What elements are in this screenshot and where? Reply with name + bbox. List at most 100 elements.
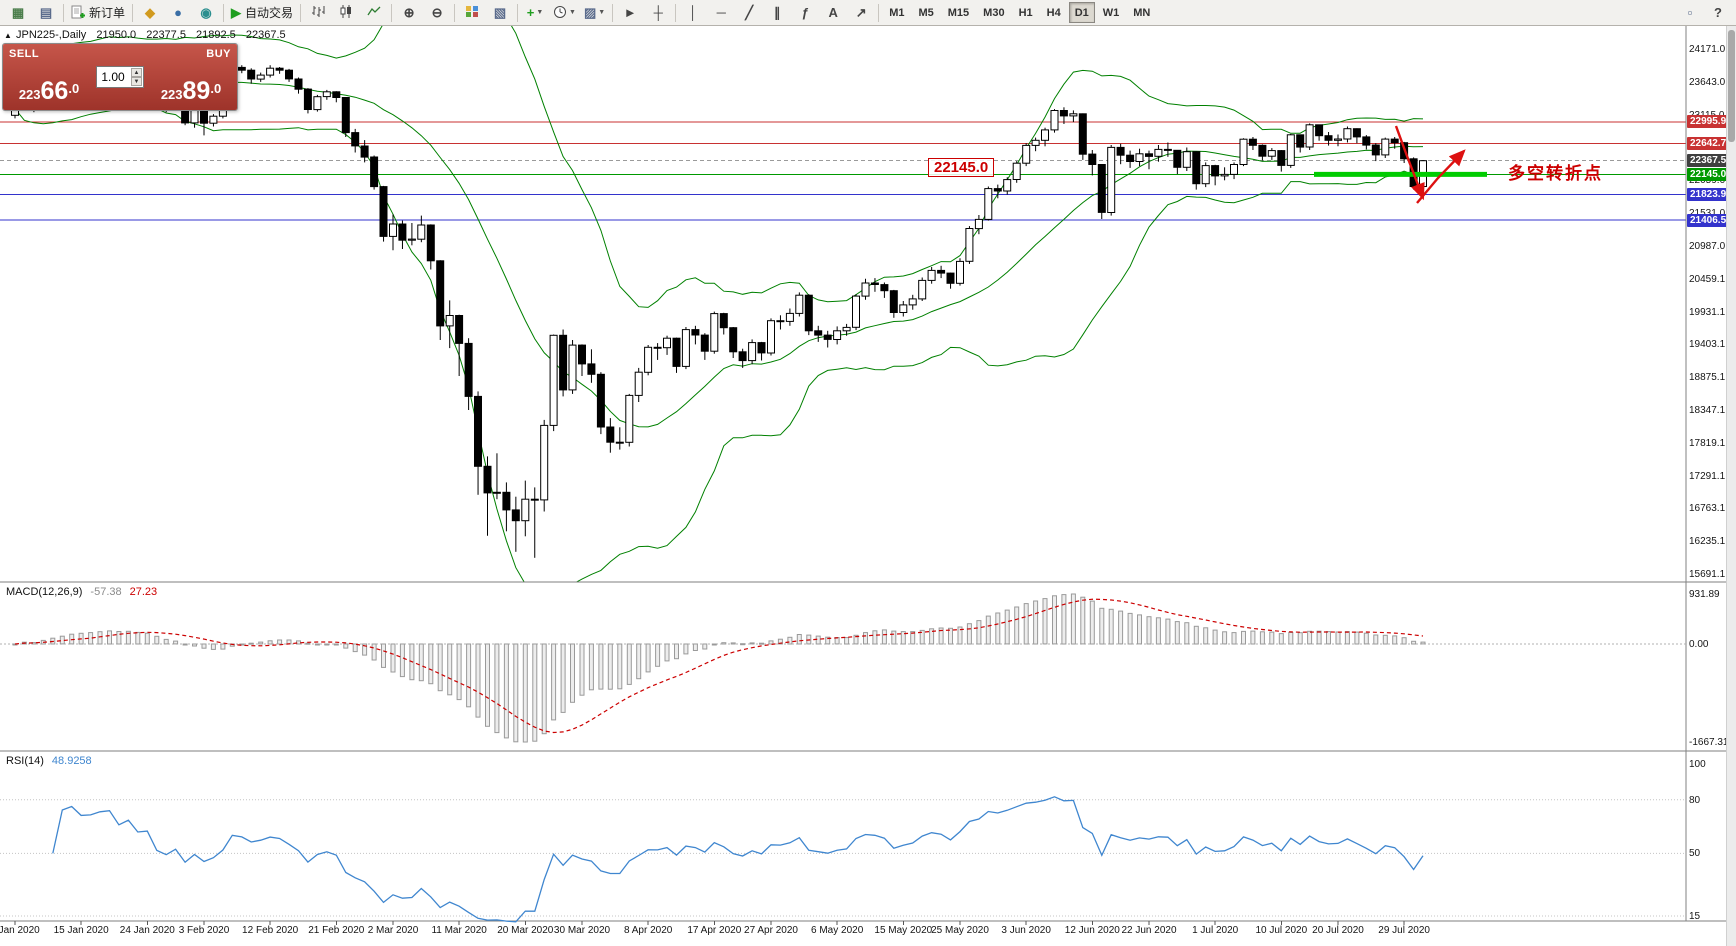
volume-down-icon[interactable]: ▼	[131, 77, 142, 86]
cascade-windows-button[interactable]: ▧	[486, 2, 514, 24]
ohlc-high: 22377.5	[146, 29, 186, 41]
navigator-button[interactable]: ◉	[192, 2, 220, 24]
sell-button[interactable]: SELL 22366.0	[3, 44, 95, 110]
rsi-axis-tick: 50	[1689, 848, 1701, 860]
toolbar-separator	[223, 3, 225, 22]
volume-spinner: ▲ ▼	[131, 68, 142, 86]
timeframe-m5-button[interactable]: M5	[918, 6, 934, 19]
rsi-name: RSI(14)	[6, 755, 44, 767]
chart-shift-button[interactable]: ▫	[1676, 2, 1704, 24]
date-axis-tick: 3 Jun 2020	[1001, 925, 1051, 936]
cursor-tool-button[interactable]: ►	[616, 2, 644, 24]
trend-arrow-1[interactable]	[1394, 125, 1425, 201]
circle-blue-icon: ●	[174, 5, 182, 20]
ohlc-open: 21950.0	[96, 29, 137, 41]
zoom-out-icon: ⊖	[431, 5, 443, 20]
zoom-out-button[interactable]: ⊖	[423, 2, 451, 24]
timeframe-h1-button[interactable]: H1	[1018, 6, 1033, 19]
candles-icon	[339, 5, 353, 20]
date-axis-tick: 6 Jan 2020	[0, 925, 40, 936]
price-axis-tick: 17819.1	[1689, 437, 1726, 449]
buy-button[interactable]: BUY 22389.0	[145, 44, 237, 110]
indicator-icon: +	[526, 5, 535, 20]
text-icon: A	[828, 5, 838, 20]
scrollbar-thumb[interactable]	[1728, 30, 1735, 142]
channel-tool-button[interactable]: ∥	[763, 2, 791, 24]
rsi-axis-tick: 80	[1689, 794, 1701, 806]
price-axis-tick: 21531.0	[1689, 208, 1725, 219]
line-chart-mode-button[interactable]	[360, 2, 388, 24]
price-axis-tick: 15691.1	[1689, 569, 1726, 580]
timeframe-m30-button[interactable]: M30	[983, 6, 1005, 19]
one-click-trade-panel: SELL 22366.0 ▲ ▼ BUY 22389.0	[2, 43, 238, 111]
trade-panel-collapse-icon[interactable]: ▲	[4, 31, 12, 40]
crosshair-tool-button[interactable]: ┼	[644, 2, 672, 24]
periods-button[interactable]: ▼	[549, 2, 580, 24]
turning-point-label[interactable]: 多空转折点	[1508, 164, 1603, 183]
rsi-axis-tick: 15	[1689, 911, 1701, 922]
candle-chart-mode-button[interactable]	[332, 2, 360, 24]
symbol-timeframe-label: JPN225-,Daily	[16, 29, 87, 41]
timeframe-d1-button[interactable]: D1	[1068, 2, 1095, 23]
market-watch-button[interactable]: ◆	[136, 2, 164, 24]
vertical-scrollbar[interactable]	[1726, 26, 1736, 946]
play-green-icon: ▶	[231, 5, 242, 20]
macd-axis-tick: 0.00	[1689, 638, 1709, 650]
toolbar-separator	[612, 3, 614, 22]
date-axis-tick: 6 May 2020	[811, 925, 864, 936]
volume-box: ▲ ▼	[96, 66, 144, 88]
timeframe-w1-button[interactable]: W1	[1102, 6, 1120, 19]
macd-main-value: -57.38	[90, 586, 122, 598]
horizontal-line-tool-button[interactable]: ─	[707, 2, 735, 24]
trendline-tool-button[interactable]: ╱	[735, 2, 763, 24]
zoom-in-icon: ⊕	[403, 5, 415, 20]
chevron-down-icon: ▼	[536, 9, 544, 16]
diamond-gold-icon: ◆	[145, 5, 156, 20]
fibonacci-tool-button[interactable]: ƒ	[791, 2, 819, 24]
bar-chart-mode-button[interactable]	[304, 2, 332, 24]
price-axis-tick: 19931.1	[1689, 306, 1726, 318]
volume-input[interactable]	[97, 70, 129, 84]
new-order-button[interactable]: 新订单	[67, 2, 129, 24]
arrow-tool-button[interactable]: ↗	[847, 2, 875, 24]
date-axis-tick: 15 May 2020	[874, 925, 933, 936]
toolbar-separator	[517, 3, 519, 22]
clock-icon	[553, 5, 567, 21]
volume-up-icon[interactable]: ▲	[131, 68, 142, 77]
help-button[interactable]: ?	[1704, 2, 1732, 24]
vertical-line-tool-button[interactable]: │	[679, 2, 707, 24]
sell-label: SELL	[9, 48, 40, 60]
timeframe-h4-button[interactable]: H4	[1046, 6, 1061, 19]
date-axis-tick: 10 Jul 2020	[1255, 925, 1308, 936]
date-axis-tick: 17 Apr 2020	[687, 925, 742, 936]
tile-windows-button[interactable]	[458, 2, 486, 24]
indicators-button[interactable]: + ▼	[521, 2, 549, 24]
macd-name: MACD(12,26,9)	[6, 586, 83, 598]
price-callout-label[interactable]: 22145.0	[928, 158, 995, 177]
price-axis-tick: 20987.0	[1689, 240, 1726, 252]
cursor-icon: ►	[623, 5, 637, 20]
timeframe-m15-button[interactable]: M15	[947, 6, 970, 19]
new-chart-button[interactable]: ▦	[4, 2, 32, 24]
text-tool-button[interactable]: A	[819, 2, 847, 24]
date-axis-tick: 25 May 2020	[931, 925, 989, 936]
date-axis-tick: 22 Jun 2020	[1121, 925, 1177, 936]
macd-axis-tick: 931.89	[1689, 589, 1720, 600]
timeframe-m1-button[interactable]: M1	[889, 6, 905, 19]
timeframe-mn-button[interactable]: MN	[1133, 6, 1151, 19]
price-tag-21406.5: 21406.5	[1687, 213, 1730, 227]
profiles-button[interactable]: ▤	[32, 2, 60, 24]
trend-arrow-2[interactable]	[1416, 149, 1466, 204]
toolbar-separator	[300, 3, 302, 22]
data-window-button[interactable]: ●	[164, 2, 192, 24]
zoom-in-button[interactable]: ⊕	[395, 2, 423, 24]
templates-button[interactable]: ▨ ▼	[580, 2, 609, 24]
date-axis-tick: 24 Jan 2020	[119, 925, 175, 936]
toolbar-separator	[63, 3, 64, 22]
rsi-axis-tick: 100	[1689, 759, 1706, 770]
auto-trading-button[interactable]: ▶ 自动交易	[227, 2, 297, 24]
macd-signal-line	[14, 598, 1424, 734]
macd-label: MACD(12,26,9) -57.38 27.23	[6, 586, 157, 598]
